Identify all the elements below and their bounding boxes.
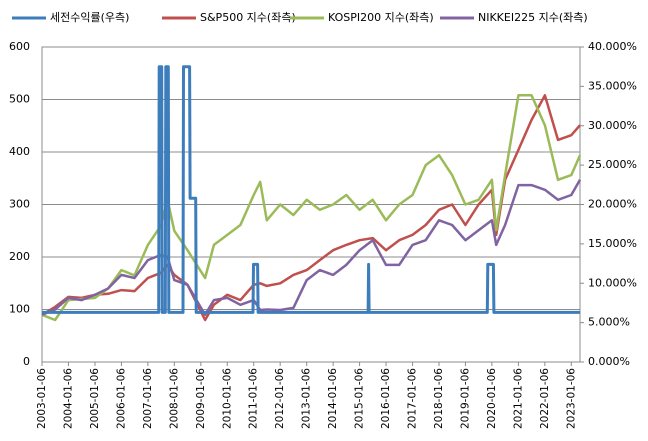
x-tick-label: 2013-01-06 [301, 368, 313, 429]
x-tick-label: 2015-01-06 [354, 368, 366, 429]
y2-tick-label: 40.000% [588, 40, 637, 53]
x-tick-label: 2010-01-06 [221, 368, 233, 429]
y-tick-label: 600 [9, 40, 30, 53]
y-tick-label: 100 [9, 303, 30, 316]
x-tick-label: 2005-01-06 [89, 368, 101, 429]
legend-label: NIKKEI225 지수(좌측) [478, 11, 588, 24]
x-tick-label: 2007-01-06 [142, 368, 154, 429]
y2-tick-label: 20.000% [588, 198, 637, 211]
y2-tick-label: 25.000% [588, 158, 637, 171]
y2-tick-label: 35.000% [588, 79, 637, 92]
legend: 세전수익률(우측) S&P500 지수(좌측) KOSPI200 지수(좌측) NIK… [12, 11, 588, 24]
x-tick-label: 2017-01-06 [407, 368, 419, 429]
legend-label: 세전수익률(우측) [50, 11, 129, 24]
x-tick-label: 2014-01-06 [327, 368, 339, 429]
x-tick-label: 2009-01-06 [195, 368, 207, 429]
series-line [42, 65, 580, 314]
y2-tick-label: 10.000% [588, 276, 637, 289]
series-line [41, 179, 582, 317]
x-tick-label: 2016-01-06 [380, 368, 392, 429]
y-tick-label: 300 [9, 198, 30, 211]
x-tick-label: 2003-01-06 [36, 368, 48, 429]
x-tick-label: 2020-01-06 [486, 368, 498, 429]
x-tick-label: 2004-01-06 [62, 368, 74, 429]
y-tick-label: 0 [23, 355, 30, 368]
x-tick-label: 2019-01-06 [459, 368, 471, 429]
plot-frame [41, 46, 581, 363]
y-tick-label: 200 [9, 250, 30, 263]
y2-tick-label: 15.000% [588, 237, 637, 250]
x-tick-label: 2012-01-06 [274, 368, 286, 429]
x-tick-label: 2018-01-06 [433, 368, 445, 429]
x-tick-label: 2008-01-06 [168, 368, 180, 429]
series-line [41, 94, 582, 322]
y2-tick-label: 5.000% [588, 316, 630, 329]
y2-tick-label: 0.000% [588, 355, 630, 368]
y2-tick-label: 30.000% [588, 119, 637, 132]
legend-label: S&P500 지수(좌측) [200, 11, 296, 24]
x-tick-label: 2011-01-06 [248, 368, 260, 429]
legend-label: KOSPI200 지수(좌측) [328, 11, 434, 24]
x-tick-label: 2021-01-06 [512, 368, 524, 429]
x-tick-label: 2023-01-06 [565, 368, 577, 429]
x-tick-label: 2006-01-06 [115, 368, 127, 429]
y-tick-label: 400 [9, 145, 30, 158]
y-tick-label: 500 [9, 93, 30, 106]
x-tick-label: 2022-01-06 [539, 368, 551, 429]
